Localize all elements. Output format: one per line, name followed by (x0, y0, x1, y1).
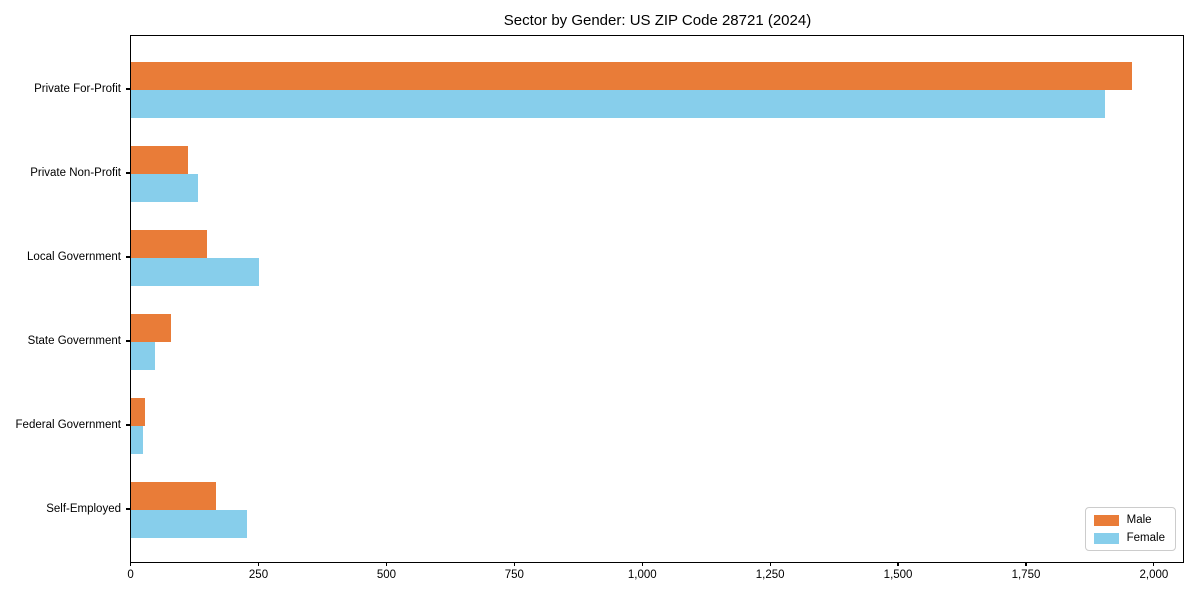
bar-male-local-government (131, 230, 208, 258)
bar-female-self-employed (131, 510, 248, 538)
xtick-label-1000: 1,000 (627, 569, 657, 581)
xtick-label-2000: 2,000 (1139, 569, 1169, 581)
bar-female-private-non-profit (131, 174, 199, 202)
bar-male-self-employed (131, 482, 217, 510)
bar-male-state-government (131, 314, 171, 342)
bar-male-private-non-profit (131, 146, 189, 174)
xtick-mark (1153, 562, 1155, 566)
xtick-mark (385, 562, 387, 566)
xtick-mark (257, 562, 260, 566)
xtick-mark (1025, 562, 1027, 566)
male-swatch-icon (1093, 514, 1119, 526)
ytick-label-local-government: Local Government (27, 251, 121, 263)
xtick-label-500: 500 (376, 569, 397, 581)
ytick-mark (126, 256, 130, 258)
xtick-label-250: 250 (248, 569, 269, 581)
xtick-label-1750: 1,750 (1011, 569, 1041, 581)
legend-entry-female: Female (1093, 532, 1165, 544)
chart-title: Sector by Gender: US ZIP Code 28721 (202… (503, 12, 812, 29)
bar-male-private-for-profit (131, 62, 1133, 90)
legend-entry-male: Male (1093, 514, 1165, 526)
xtick-label-0: 0 (127, 569, 134, 581)
xtick-label-1250: 1,250 (755, 569, 785, 581)
ytick-label-private-non-profit: Private Non-Profit (30, 167, 121, 179)
bar-male-federal-government (131, 398, 146, 426)
female-swatch-icon (1093, 532, 1119, 544)
xtick-mark (897, 562, 899, 566)
ytick-mark (126, 88, 130, 90)
ytick-label-self-employed: Self-Employed (46, 503, 121, 515)
ytick-label-state-government: State Government (27, 335, 121, 347)
xtick-label-750: 750 (504, 569, 524, 581)
ytick-mark (126, 508, 130, 510)
legend-label-female: Female (1126, 532, 1165, 544)
bar-female-state-government (131, 342, 155, 370)
bar-female-local-government (131, 258, 260, 286)
ytick-mark (126, 424, 130, 426)
ytick-label-private-for-profit: Private For-Profit (34, 83, 121, 95)
bar-female-federal-government (131, 426, 143, 454)
xtick-mark (641, 562, 643, 566)
xtick-mark (769, 562, 771, 566)
plot-area: Male Female (130, 35, 1184, 563)
xtick-mark (130, 562, 132, 566)
ytick-mark (126, 340, 130, 342)
xtick-label-1500: 1,500 (883, 569, 913, 581)
ytick-mark (126, 172, 130, 174)
legend: Male Female (1084, 507, 1176, 551)
legend-label-male: Male (1126, 514, 1152, 526)
bar-female-private-for-profit (131, 90, 1106, 118)
ytick-label-federal-government: Federal Government (15, 419, 121, 431)
xtick-mark (513, 562, 515, 566)
